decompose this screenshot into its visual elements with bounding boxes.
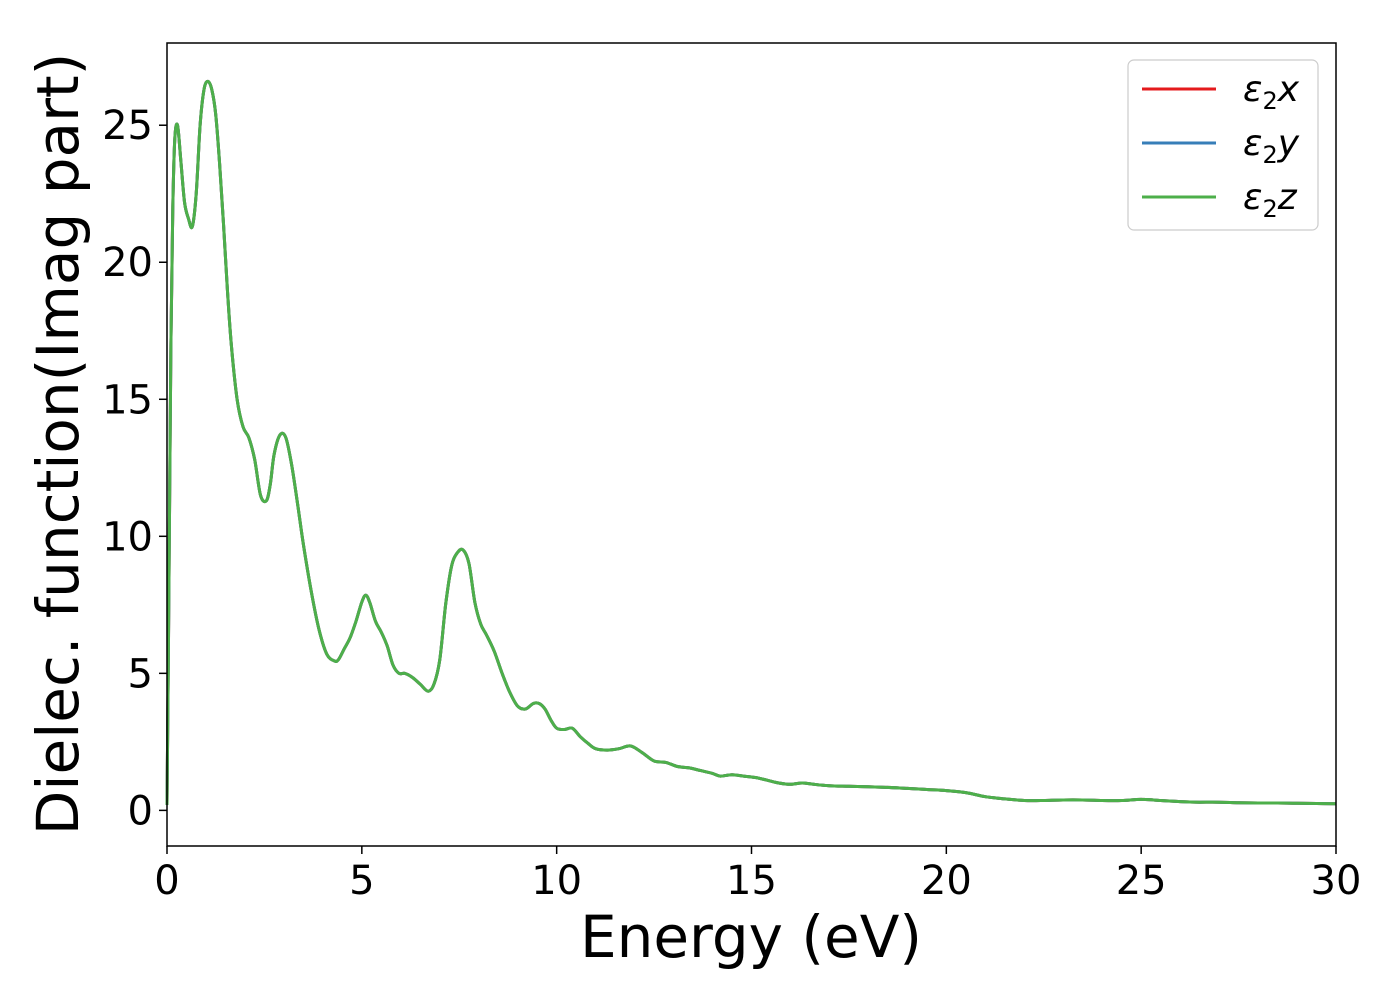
x-tick-label: 20 (921, 858, 972, 904)
y-axis-label: Dielec. function(Imag part) (24, 53, 92, 836)
x-tick-label: 15 (726, 858, 777, 904)
y-axis-ticks: 0 5 10 15 20 25 (102, 103, 167, 834)
legend-label-z: ε2z (1243, 177, 1298, 223)
x-tick-label: 0 (154, 858, 179, 904)
y-tick-label: 25 (102, 103, 153, 149)
x-tick-label: 30 (1311, 858, 1362, 904)
legend-box (1127, 59, 1319, 231)
series-layer (165, 79, 1337, 806)
y-tick-label: 15 (102, 377, 153, 423)
x-axis-label: Energy (eV) (580, 903, 922, 971)
legend: ε2x ε2y ε2z (1127, 59, 1319, 231)
x-tick-label: 10 (531, 858, 582, 904)
legend-label-y: ε2y (1243, 123, 1300, 169)
y-tick-label: 0 (128, 788, 153, 834)
x-axis-ticks: 0 5 10 15 20 25 30 (154, 846, 1361, 904)
x-tick-label: 25 (1116, 858, 1167, 904)
legend-label-x: ε2x (1243, 69, 1300, 115)
y-tick-label: 5 (128, 651, 153, 697)
x-tick-label: 5 (349, 858, 374, 904)
legend-entries: ε2x ε2y ε2z (1142, 69, 1300, 223)
y-tick-label: 10 (102, 514, 153, 560)
y-tick-label: 20 (102, 240, 153, 286)
series-line-z (165, 79, 1337, 806)
